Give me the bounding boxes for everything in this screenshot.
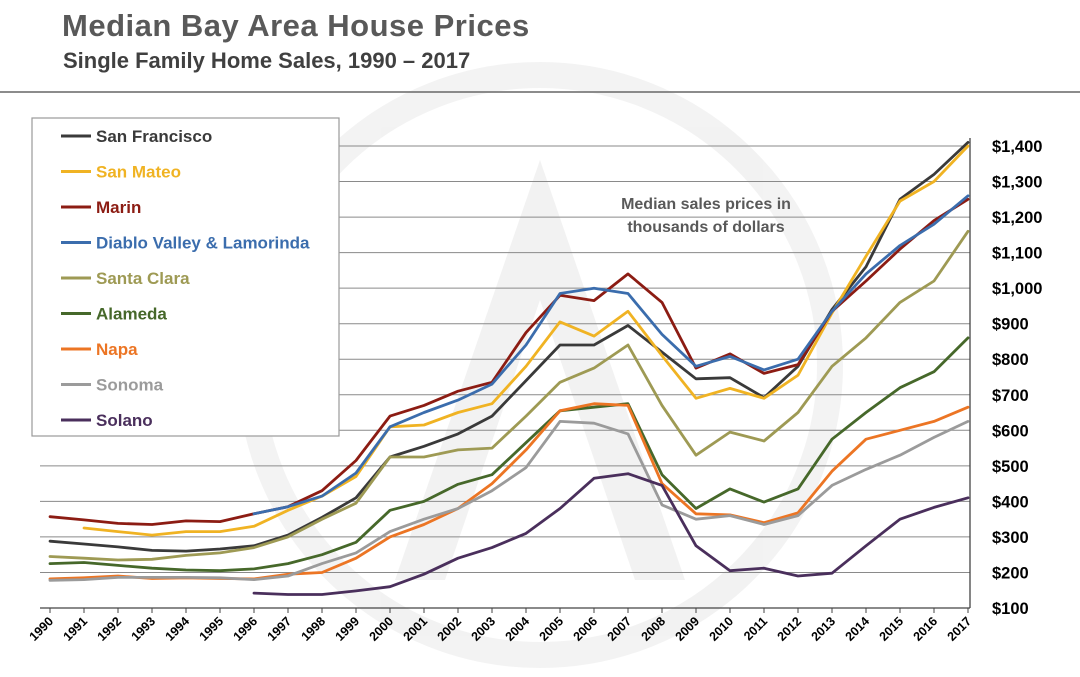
x-tick-label: 1998 (299, 614, 329, 644)
series-layer (48, 141, 970, 596)
legend-label-san-mateo: San Mateo (96, 163, 181, 182)
y-tick-label: $1,300 (992, 174, 1042, 192)
y-tick-label: $500 (992, 458, 1029, 476)
x-tick-label: 1997 (265, 614, 295, 644)
y-tick-label: $1,000 (992, 280, 1042, 298)
x-tick-label: 2012 (775, 614, 805, 644)
series-line-marin (48, 197, 970, 526)
y-tick-label: $1,400 (992, 138, 1042, 156)
y-tick-label: $400 (992, 493, 1029, 511)
annotation-line-2: thousands of dollars (627, 219, 784, 236)
x-axis: 1990 1991 1992 1993 1994 1995 1996 1997 1998 1999… (27, 608, 975, 644)
legend: San Francisco San Mateo Marin Diablo Valley… (31, 117, 340, 437)
x-tick-label: 2016 (911, 614, 941, 644)
x-tick-label: 1994 (163, 614, 193, 644)
y-axis: $100 $200 $300 $400 $500 $600 $700 $800 $900 $1,0… (992, 138, 1042, 618)
legend-label-solano: Solano (96, 411, 153, 430)
annotation-line-1: Median sales prices in (621, 196, 791, 213)
x-tick-label: 1991 (61, 614, 91, 644)
chart-annotation: Median sales prices in thousands of doll… (621, 196, 791, 236)
y-tick-label: $900 (992, 316, 1029, 334)
series-line-san-mateo (82, 144, 970, 537)
legend-label-san-francisco: San Francisco (96, 127, 212, 146)
x-tick-label: 2017 (945, 614, 975, 644)
chart-title: Median Bay Area House Prices (62, 8, 530, 43)
x-tick-label: 1992 (95, 614, 125, 644)
legend-label-napa: Napa (96, 340, 138, 359)
y-tick-label: $800 (992, 351, 1029, 369)
legend-label-santa-clara: Santa Clara (96, 269, 190, 288)
series-line-solano (252, 472, 970, 596)
x-tick-label: 2011 (741, 614, 770, 643)
legend-label-sonoma: Sonoma (96, 376, 164, 395)
x-tick-label: 1999 (333, 614, 363, 644)
x-tick-label: 2005 (537, 614, 567, 644)
series-line-alameda (48, 336, 970, 573)
legend-label-marin: Marin (96, 198, 141, 217)
x-tick-label: 1990 (27, 614, 57, 644)
x-tick-label: 1995 (197, 614, 227, 644)
x-tick-label: 2014 (843, 614, 873, 644)
x-tick-label: 2013 (809, 614, 839, 644)
y-tick-label: $200 (992, 564, 1029, 582)
x-tick-label: 1993 (129, 614, 159, 644)
y-tick-label: $1,100 (992, 245, 1042, 263)
y-tick-label: $100 (992, 600, 1029, 618)
y-tick-label: $1,200 (992, 209, 1042, 227)
series-line-santa-clara (48, 229, 970, 562)
series-line-diablo-valley-lamorinda (252, 194, 970, 516)
x-tick-label: 2004 (503, 614, 533, 644)
series-line-sonoma (48, 420, 970, 582)
x-tick-label: 1996 (231, 614, 261, 644)
header-divider (0, 91, 1080, 93)
x-tick-label: 2015 (877, 614, 907, 644)
legend-label-alameda: Alameda (96, 305, 167, 324)
x-tick-label: 2010 (707, 614, 737, 644)
legend-label-diablo-valley-lamorinda: Diablo Valley & Lamorinda (96, 234, 310, 253)
y-tick-label: $700 (992, 387, 1029, 405)
chart-subtitle: Single Family Home Sales, 1990 – 2017 (63, 48, 471, 73)
y-tick-label: $300 (992, 529, 1029, 547)
y-tick-label: $600 (992, 422, 1029, 440)
